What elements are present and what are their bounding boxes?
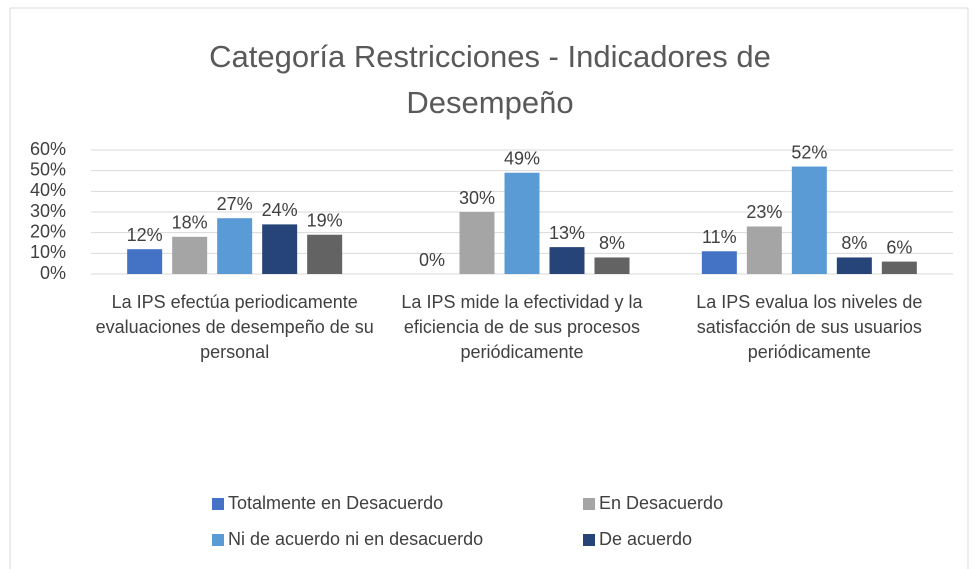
- y-tick-label: 20%: [30, 221, 66, 241]
- legend-swatch: [212, 498, 224, 510]
- chart-title: Categoría Restricciones - Indicadores de…: [209, 39, 771, 120]
- legend-swatch: [212, 534, 224, 546]
- legend-label: En Desacuerdo: [599, 493, 723, 513]
- x-tick-label: La IPS evalua los niveles de satisfacció…: [696, 292, 923, 362]
- bar: [127, 249, 163, 274]
- bar: [701, 251, 737, 274]
- bar: [459, 212, 495, 274]
- data-label: 8%: [841, 233, 867, 253]
- data-label: 13%: [549, 223, 585, 243]
- data-label: 8%: [599, 233, 625, 253]
- y-tick-label: 40%: [30, 180, 66, 200]
- y-tick-label: 60%: [30, 139, 66, 159]
- data-label: 49%: [504, 148, 540, 168]
- x-tick-label: La IPS efectúa periodicamente evaluacion…: [95, 292, 374, 362]
- data-label: 30%: [459, 188, 495, 208]
- data-label: 0%: [419, 250, 445, 270]
- bar: [836, 257, 872, 274]
- chart-border: [9, 7, 969, 569]
- legend-swatch: [583, 498, 595, 510]
- bar: [307, 234, 343, 274]
- data-label: 18%: [172, 213, 208, 233]
- bar: [217, 218, 253, 274]
- data-label: 24%: [262, 200, 298, 220]
- data-label: 11%: [702, 227, 737, 247]
- legend-swatch: [583, 534, 595, 546]
- y-tick-label: 10%: [30, 242, 66, 262]
- y-tick-label: 30%: [30, 201, 66, 221]
- x-tick-label: La IPS mide la efectividad y la eficienc…: [401, 292, 643, 362]
- bar: [594, 257, 630, 274]
- y-tick-label: 50%: [30, 159, 66, 179]
- legend-label: Ni de acuerdo ni en desacuerdo: [228, 529, 483, 549]
- bar: [549, 247, 585, 274]
- bar: [746, 226, 782, 274]
- legend-label: Totalmente en Desacuerdo: [228, 493, 443, 513]
- data-label: 23%: [746, 202, 782, 222]
- bar: [791, 166, 827, 274]
- y-tick-label: 0%: [40, 263, 66, 283]
- data-label: 52%: [791, 142, 827, 162]
- data-label: 6%: [886, 237, 912, 257]
- bar: [172, 236, 208, 274]
- bar: [262, 224, 298, 274]
- legend-label: De acuerdo: [599, 529, 692, 549]
- bar: [881, 261, 917, 274]
- bar: [504, 172, 540, 274]
- data-label: 12%: [127, 225, 163, 245]
- data-label: 19%: [307, 210, 343, 230]
- data-label: 27%: [217, 194, 253, 214]
